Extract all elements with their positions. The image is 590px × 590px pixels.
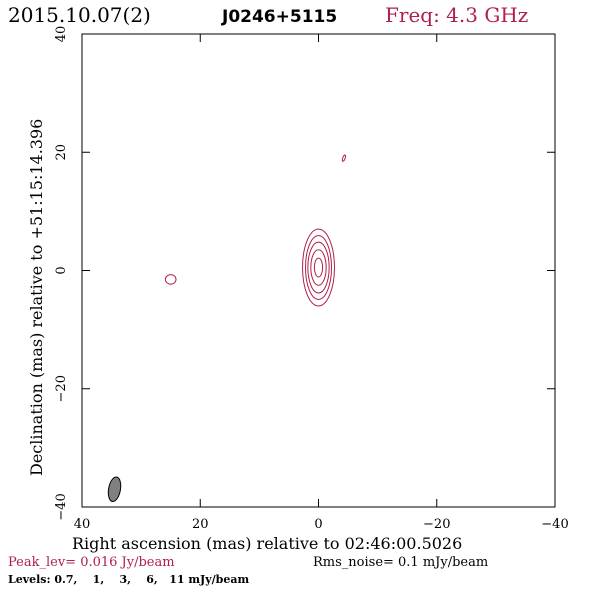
y-tick-label: 20 (54, 144, 69, 161)
x-tick-label: 0 (314, 517, 322, 532)
contour-levels: Levels: 0.7, 1, 3, 6, 11 mJy/beam (8, 573, 249, 586)
contour-level-11 (313, 257, 324, 278)
axis-ticks (81, 33, 556, 508)
contour-level-6 (310, 249, 327, 286)
contour-layer (107, 154, 346, 503)
y-tick-label: 40 (54, 26, 69, 43)
y-tick-label: 0 (54, 266, 69, 274)
x-tick-label: −40 (541, 517, 568, 532)
source-name: J0246+5115 (221, 7, 337, 27)
x-tick-label: 20 (192, 517, 209, 532)
contour-level-3 (307, 241, 330, 294)
axis-tick-labels: 40 20 0 −20 −40 40 20 0 −20 −40 (54, 26, 569, 532)
y-tick-label: −40 (54, 493, 69, 520)
x-tick-label: −20 (423, 517, 450, 532)
minor-component-contour (164, 274, 177, 285)
y-axis-label: Declination (mas) relative to +51:15:14.… (27, 119, 46, 476)
plot-frame (81, 33, 556, 508)
y-tick-label: −20 (54, 375, 69, 402)
restoring-beam (107, 476, 122, 503)
contour-level-0_7 (302, 228, 335, 307)
x-tick-label: 40 (74, 517, 91, 532)
observation-date: 2015.10.07(2) (8, 3, 151, 27)
x-axis-label: Right ascension (mas) relative to 02:46:… (72, 534, 462, 553)
frequency-label: Freq: 4.3 GHz (385, 3, 528, 27)
rms-noise: Rms_noise= 0.1 mJy/beam (313, 555, 488, 570)
minor-component-contour (341, 154, 346, 162)
contour-level-1 (304, 235, 333, 300)
peak-level: Peak_lev= 0.016 Jy/beam (8, 555, 175, 570)
